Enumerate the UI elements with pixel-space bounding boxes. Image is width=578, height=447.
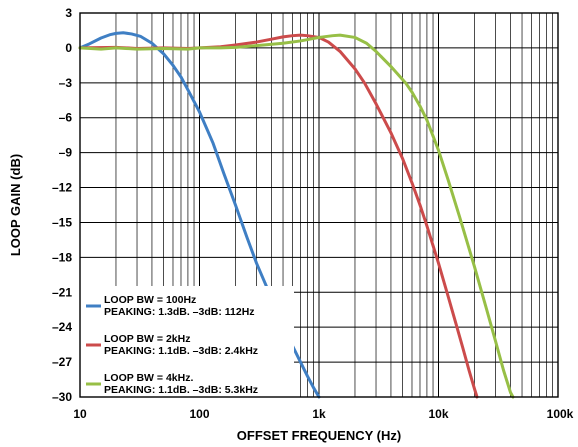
y-tick-label: –15 <box>52 215 72 229</box>
x-tick-label: 10 <box>73 407 87 421</box>
legend-entry-1-detail: PEAKING: 1.3dB. –3dB: 112Hz <box>104 306 255 318</box>
y-tick-label: –18 <box>52 250 72 264</box>
legend-background <box>80 286 294 397</box>
y-tick-label: –9 <box>59 146 73 160</box>
legend-entry-3: LOOP BW = 4kHz. <box>104 372 193 384</box>
y-tick-label: –27 <box>52 355 72 369</box>
x-tick-label: 100k <box>547 407 574 421</box>
y-tick-label: –21 <box>52 285 72 299</box>
y-tick-label: –30 <box>52 390 72 404</box>
y-axis-label: LOOP GAIN (dB) <box>8 154 23 256</box>
legend-entry-2-detail: PEAKING: 1.1dB. –3dB: 2.4kHz <box>104 345 258 357</box>
x-tick-label: 1k <box>312 407 326 421</box>
plot-frame <box>79 12 559 398</box>
x-tick-label: 100 <box>189 407 209 421</box>
legend-entry-2: LOOP BW = 2kHz <box>104 333 190 345</box>
y-tick-label: 0 <box>65 41 72 55</box>
x-tick-label: 10k <box>428 407 448 421</box>
y-tick-label: –12 <box>52 181 72 195</box>
series-curve-3 <box>78 33 515 399</box>
y-tick-label: –3 <box>59 76 73 90</box>
y-tick-label: 3 <box>65 6 72 20</box>
legend-entry-3-detail: PEAKING: 1.1dB. –3dB: 5.3kHz <box>104 384 258 396</box>
x-axis-label: OFFSET FREQUENCY (Hz) <box>237 428 401 443</box>
y-tick-label: –6 <box>59 111 73 125</box>
y-tick-label: –24 <box>52 320 72 334</box>
legend-entry-1: LOOP BW = 100Hz <box>104 294 196 306</box>
